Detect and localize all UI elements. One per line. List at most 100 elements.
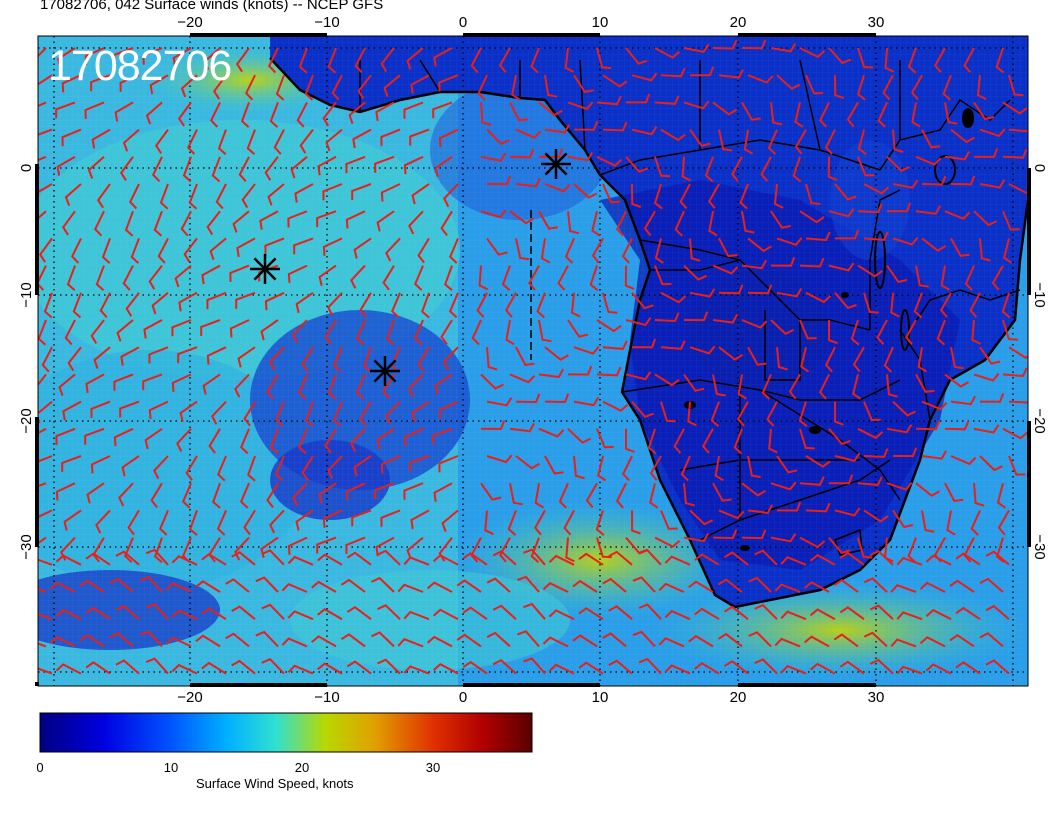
wind-barb <box>264 237 285 255</box>
wind-barb <box>61 74 82 93</box>
lat-tick-label-left: −20 <box>18 408 35 433</box>
wind-barb <box>296 101 308 128</box>
wind-barb <box>602 121 628 132</box>
wind-barb <box>385 237 401 262</box>
wind-barb <box>397 583 424 593</box>
wind-barb <box>955 661 981 675</box>
wind-barb <box>376 210 395 232</box>
wind-barb <box>212 482 221 509</box>
wind-barb <box>1002 101 1028 115</box>
wind-barb <box>776 347 788 371</box>
wind-barb <box>515 346 535 366</box>
wind-barb <box>260 536 279 558</box>
wind-barb <box>38 74 53 95</box>
wind-barb <box>523 657 546 675</box>
wind-barb <box>949 633 975 648</box>
wind-barb <box>38 237 53 263</box>
wind-barb <box>383 74 401 97</box>
wind-barb <box>890 584 917 593</box>
wind-barb <box>673 428 685 454</box>
wind-barb <box>486 347 498 371</box>
wind-barb <box>591 210 601 237</box>
wind-barb <box>1002 149 1028 159</box>
wind-barb <box>536 292 546 319</box>
wind-barb <box>548 663 575 675</box>
wind-barb <box>863 292 879 314</box>
wind-barb <box>432 662 459 675</box>
wind-barb <box>124 537 134 563</box>
wind-barb <box>270 428 279 455</box>
wind-barb <box>538 368 564 379</box>
wind-barb <box>281 637 308 648</box>
wind-barb <box>237 346 256 368</box>
wind-barb <box>701 428 714 454</box>
wind-barb <box>38 183 53 194</box>
wind-barb <box>462 606 488 621</box>
wind-barb <box>664 664 691 675</box>
wind-barb <box>973 210 998 227</box>
wind-barb <box>809 553 836 566</box>
wind-barb <box>944 482 964 502</box>
wind-barb <box>805 455 831 468</box>
wind-barb <box>632 338 657 349</box>
wind-barb <box>714 455 724 482</box>
wind-barb <box>834 183 857 201</box>
wind-barb <box>773 183 784 209</box>
colorbar-tick: 10 <box>163 760 179 775</box>
wind-barb <box>761 373 772 400</box>
wind-barb <box>973 148 999 158</box>
wind-barb <box>426 581 453 593</box>
wind-barb <box>886 265 908 284</box>
wind-barb <box>440 210 453 237</box>
wind-barb <box>149 74 169 95</box>
wind-barb <box>970 509 981 536</box>
wind-barb <box>49 636 76 648</box>
wind-barb <box>93 346 111 369</box>
wind-barb <box>287 536 308 556</box>
wind-barb <box>324 428 337 454</box>
wind-barb <box>863 231 889 242</box>
wind-barb <box>209 237 227 261</box>
wind-barb <box>950 395 976 406</box>
frame-tick-bar <box>1027 421 1031 547</box>
wind-barb <box>794 102 804 128</box>
colorbar-tick: 20 <box>294 760 310 775</box>
wind-barb <box>712 101 738 116</box>
wind-barb <box>1001 292 1011 319</box>
wind-barb <box>403 155 424 175</box>
wind-barb <box>234 536 250 561</box>
wind-barb <box>631 292 654 310</box>
wind-barb <box>683 373 705 392</box>
wind-barb <box>176 428 192 452</box>
wind-barb <box>188 183 198 210</box>
wind-barb <box>890 292 900 318</box>
wind-barb <box>780 664 807 675</box>
wind-barb <box>776 288 803 298</box>
wind-barb <box>91 128 111 149</box>
wind-barb <box>733 428 743 455</box>
wind-barb <box>95 265 105 292</box>
wind-barb <box>438 400 459 420</box>
wind-barb <box>615 482 627 509</box>
wind-barb <box>462 660 488 675</box>
wind-barb <box>805 183 821 205</box>
wind-barb <box>828 428 851 446</box>
wind-barb <box>208 428 221 454</box>
lat-tick-label-left: 0 <box>18 164 35 172</box>
wind-barb <box>857 264 883 278</box>
wind-barb <box>969 292 981 318</box>
wind-barb <box>658 637 685 648</box>
wind-barb <box>180 74 198 98</box>
wind-barb <box>179 400 198 422</box>
wind-barb <box>328 374 337 400</box>
wind-barb <box>827 156 838 182</box>
wind-barb <box>85 552 111 566</box>
wind-barb <box>317 662 343 675</box>
wind-barb <box>38 588 47 593</box>
wind-barb <box>267 47 279 74</box>
wind-barb <box>886 202 912 213</box>
wind-barb <box>578 661 604 675</box>
wind-barb <box>43 292 53 319</box>
wind-barb <box>202 373 221 395</box>
wind-barb <box>904 319 917 345</box>
